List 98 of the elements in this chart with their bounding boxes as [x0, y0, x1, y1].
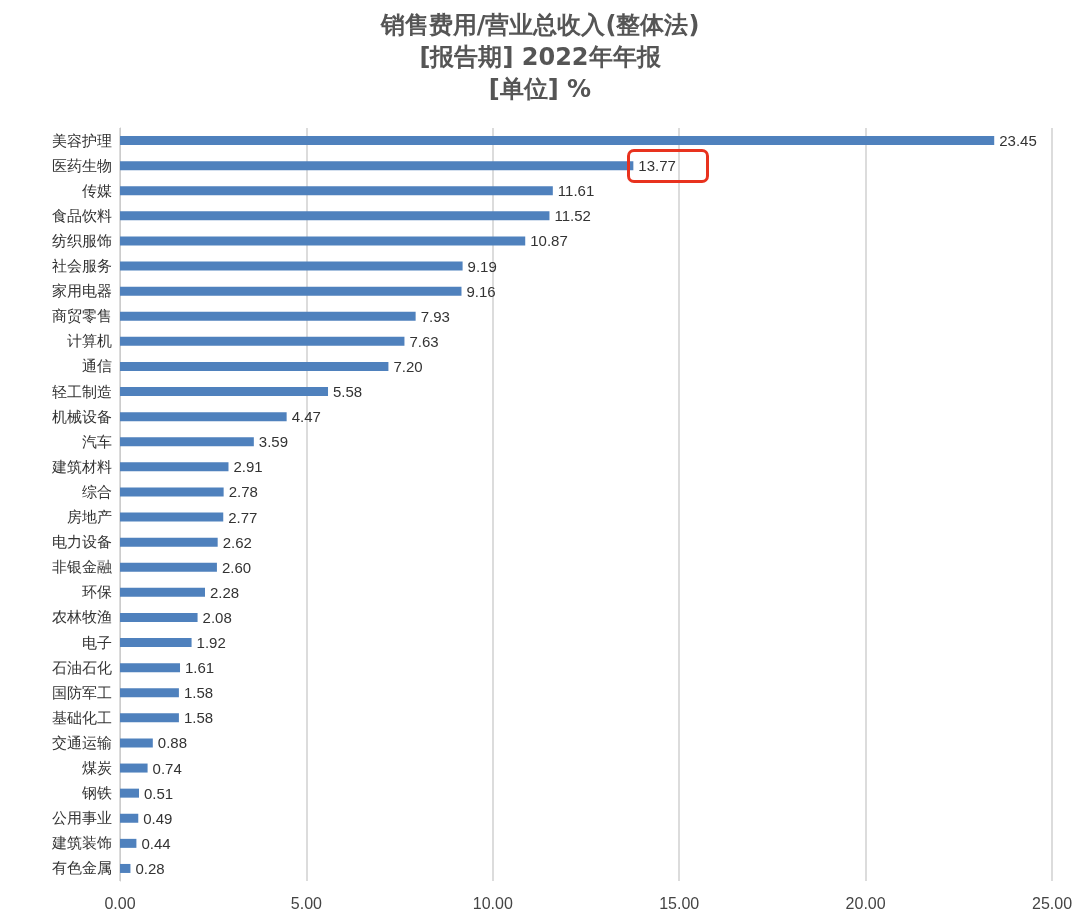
- bar: [120, 663, 181, 673]
- y-tick-label: 机械设备: [52, 407, 112, 426]
- data-label: 5.58: [333, 383, 363, 401]
- x-tick-label: 25.00: [1031, 894, 1073, 912]
- bar: [120, 487, 224, 497]
- x-tick-label: 5.00: [290, 894, 323, 912]
- y-tick-label: 环保: [82, 583, 112, 602]
- y-tick-label: 电子: [82, 633, 112, 652]
- bar: [120, 462, 229, 472]
- bar: [120, 562, 217, 572]
- y-tick-label: 石油石化: [52, 658, 112, 677]
- y-tick-label: 房地产: [67, 508, 112, 527]
- y-tick-label: 建筑材料: [51, 457, 112, 476]
- y-tick-label: 国防军工: [52, 683, 112, 702]
- bar: [120, 437, 254, 447]
- data-label: 9.16: [466, 282, 496, 300]
- bar: [120, 236, 526, 246]
- data-label: 2.62: [222, 533, 252, 551]
- data-label: 0.51: [144, 784, 174, 802]
- bar: [120, 136, 995, 146]
- y-tick-label: 建筑装饰: [51, 834, 112, 853]
- data-label: 2.08: [202, 608, 232, 626]
- bar: [120, 763, 148, 773]
- bar: [120, 161, 634, 171]
- data-label: 0.44: [141, 834, 171, 852]
- bar: [120, 336, 405, 346]
- data-label: 1.58: [183, 684, 214, 702]
- data-label: 2.28: [210, 583, 240, 601]
- bar: [120, 638, 192, 648]
- y-tick-label: 医药生物: [52, 156, 112, 175]
- data-label: 0.49: [143, 809, 173, 827]
- data-label: 10.87: [530, 232, 568, 250]
- bar: [120, 211, 550, 221]
- bar: [120, 788, 140, 798]
- data-label: 1.61: [185, 659, 215, 677]
- data-label: 11.61: [557, 182, 595, 200]
- bar: [120, 813, 139, 823]
- data-label: 7.63: [409, 332, 439, 350]
- data-label: 1.58: [183, 709, 214, 727]
- bar: [120, 838, 137, 848]
- x-tick-label: 15.00: [659, 894, 700, 912]
- bar: [120, 186, 553, 196]
- chart-title: 销售费用/营业总收入(整体法): [379, 11, 700, 39]
- data-label: 2.77: [228, 508, 258, 526]
- bar: [120, 713, 179, 723]
- y-tick-label: 食品饮料: [52, 206, 112, 225]
- data-label: 2.78: [228, 483, 258, 501]
- y-tick-label: 电力设备: [52, 533, 112, 552]
- y-tick-label: 美容护理: [52, 131, 112, 150]
- bar: [120, 612, 198, 622]
- y-tick-label: 综合: [82, 482, 112, 501]
- data-label: 4.47: [291, 408, 321, 426]
- y-tick-label: 交通运输: [52, 733, 112, 752]
- bar: [120, 738, 153, 748]
- bar: [120, 537, 218, 547]
- y-tick-label: 商贸零售: [52, 307, 112, 326]
- y-tick-label: 煤炭: [82, 759, 112, 778]
- data-label: 0.28: [135, 859, 165, 877]
- y-tick-label: 钢铁: [81, 784, 112, 803]
- data-label: 2.91: [233, 458, 263, 476]
- data-label: 3.59: [258, 433, 289, 451]
- data-label: 9.19: [467, 257, 497, 275]
- data-label: 2.60: [221, 558, 252, 576]
- bar: [120, 387, 329, 397]
- data-label: 13.77: [638, 157, 676, 175]
- data-label: 1.92: [196, 634, 226, 652]
- y-tick-label: 社会服务: [52, 257, 112, 276]
- bar: [120, 512, 224, 522]
- y-tick-label: 计算机: [67, 332, 112, 351]
- y-tick-label: 非银金融: [52, 558, 112, 577]
- bar: [120, 311, 416, 321]
- data-label: 0.88: [157, 734, 188, 752]
- bar: [120, 261, 463, 271]
- bar: [120, 286, 462, 296]
- y-tick-label: 通信: [82, 357, 112, 376]
- x-tick-label: 0.00: [104, 894, 136, 912]
- y-tick-label: 基础化工: [52, 708, 112, 727]
- bar: [120, 587, 205, 597]
- data-label: 7.93: [420, 307, 450, 325]
- y-tick-label: 公用事业: [52, 809, 112, 828]
- data-label: 23.45: [999, 132, 1037, 150]
- y-tick-label: 汽车: [82, 432, 112, 451]
- y-tick-label: 纺织服饰: [52, 231, 112, 250]
- y-tick-label: 家用电器: [52, 282, 112, 301]
- y-tick-label: 传媒: [82, 181, 112, 200]
- bar: [120, 412, 287, 422]
- bar: [120, 688, 179, 698]
- x-tick-label: 20.00: [845, 894, 886, 912]
- y-tick-label: 轻工制造: [52, 382, 112, 401]
- chart-subtitle: [报告期] 2022年年报 [单位] %: [419, 43, 662, 103]
- data-label: 11.52: [554, 207, 591, 225]
- bar: [120, 361, 389, 371]
- bar: [120, 863, 131, 873]
- data-label: 7.20: [393, 357, 423, 375]
- x-tick-label: 10.00: [472, 894, 513, 912]
- y-tick-label: 农林牧渔: [52, 608, 112, 627]
- data-label: 0.74: [152, 759, 182, 777]
- y-tick-label: 有色金属: [52, 859, 112, 878]
